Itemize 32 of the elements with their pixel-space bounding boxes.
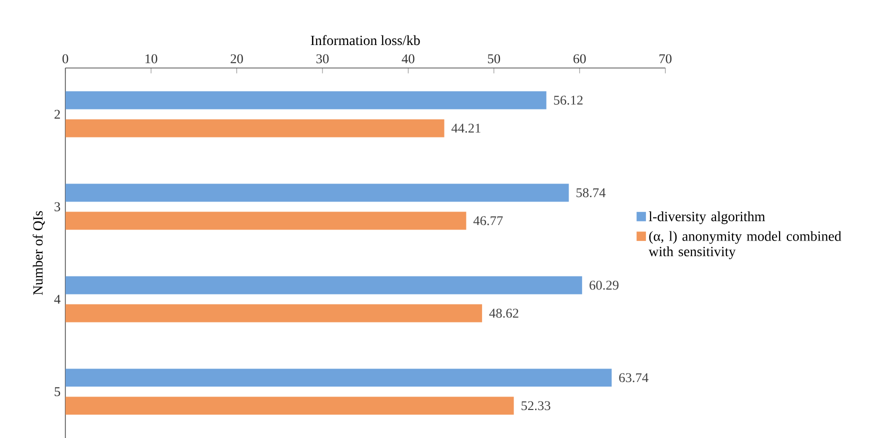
bar <box>65 119 444 138</box>
data-label: 46.77 <box>473 216 503 226</box>
legend-label: l-diversity algorithm <box>648 211 766 224</box>
x-tick-label: 10 <box>146 54 158 64</box>
x-tick-label: 0 <box>62 54 68 64</box>
data-label: 48.62 <box>489 308 518 318</box>
data-label: 44.21 <box>451 124 480 133</box>
data-label: 60.29 <box>590 280 618 290</box>
data-label: 56.12 <box>554 96 583 105</box>
y-tick-label: 5 <box>54 387 60 396</box>
bar <box>65 276 582 294</box>
x-axis-title: Information loss/kb <box>310 35 420 46</box>
bar <box>65 304 482 322</box>
x-tick-label: 60 <box>574 54 586 64</box>
data-label: 63.74 <box>619 373 648 382</box>
bar <box>65 368 612 387</box>
x-tick-label: 40 <box>402 54 414 64</box>
x-tick-label: 20 <box>230 54 243 64</box>
bar <box>65 91 546 110</box>
bar <box>65 184 569 202</box>
y-tick-label: 4 <box>54 294 60 304</box>
y-tick-label: 3 <box>54 202 60 212</box>
bar <box>65 212 466 230</box>
data-label: 58.74 <box>576 188 606 198</box>
y-axis-title: Number of QIs <box>32 211 45 295</box>
bar <box>65 396 514 415</box>
x-tick-label: 70 <box>660 54 672 64</box>
x-tick-label: 50 <box>488 54 500 64</box>
data-label: 52.33 <box>522 401 550 410</box>
legend-label: (α, l) anonymity model combined with sensitivity <box>648 231 842 260</box>
x-tick-label: 30 <box>316 54 329 64</box>
y-tick-label: 2 <box>54 110 60 119</box>
